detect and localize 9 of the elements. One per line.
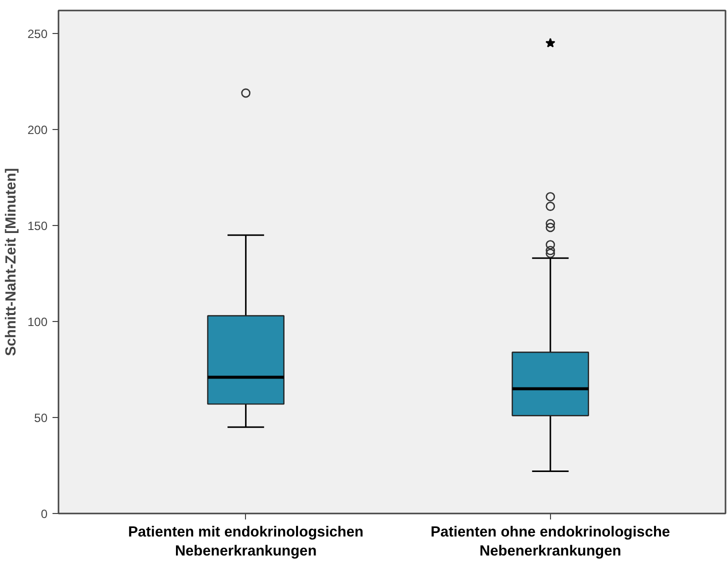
y-axis-title: Schnitt-Naht-Zeit [Minuten] <box>3 168 20 356</box>
y-tick-label: 100 <box>27 315 48 330</box>
x-tick-label: Patienten ohne endokrinologische Nebenerkrankungen <box>430 524 670 560</box>
y-tick-label: 50 <box>34 411 48 426</box>
x-tick-label: Patienten mit endokrinologsichen Nebenerkrankungen <box>128 524 364 560</box>
y-tick-label: 250 <box>27 27 48 42</box>
y-tick-label: 200 <box>27 123 48 138</box>
y-tick-label: 150 <box>27 219 48 234</box>
y-tick-label: 0 <box>40 507 48 521</box>
